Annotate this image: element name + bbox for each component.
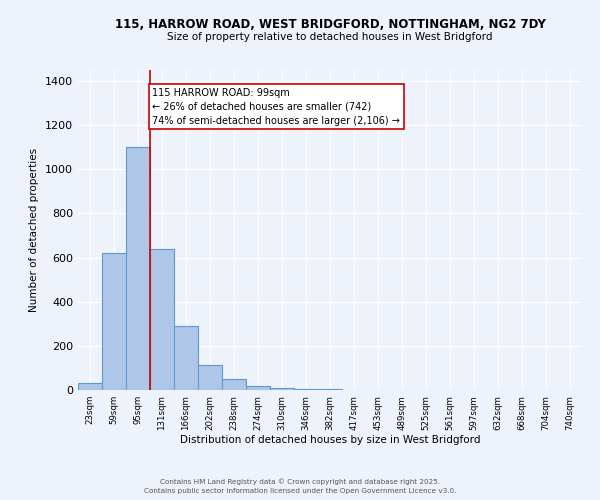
Bar (150, 249, 174, 390)
Bar (78, 384, 102, 390)
Bar (270, 388, 294, 390)
Bar (102, 253, 126, 390)
Bar (198, 364, 222, 390)
Text: Size of property relative to detached houses in West Bridgford: Size of property relative to detached ho… (167, 32, 493, 42)
Text: 115 HARROW ROAD: 99sqm
← 26% of detached houses are smaller (742)
74% of semi-de: 115 HARROW ROAD: 99sqm ← 26% of detached… (152, 88, 400, 126)
Text: 115, HARROW ROAD, WEST BRIDGFORD, NOTTINGHAM, NG2 7DY: 115, HARROW ROAD, WEST BRIDGFORD, NOTTIN… (115, 18, 545, 30)
X-axis label: Distribution of detached houses by size in West Bridgford: Distribution of detached houses by size … (180, 436, 480, 446)
Bar (318, 389, 342, 390)
Bar (126, 147, 150, 390)
Bar (246, 386, 270, 390)
Text: Contains HM Land Registry data © Crown copyright and database right 2025.: Contains HM Land Registry data © Crown c… (160, 478, 440, 485)
Bar (294, 389, 318, 390)
Y-axis label: Number of detached properties: Number of detached properties (29, 148, 40, 312)
Text: Contains public sector information licensed under the Open Government Licence v3: Contains public sector information licen… (144, 488, 456, 494)
Bar (174, 326, 198, 390)
Bar (222, 379, 246, 390)
